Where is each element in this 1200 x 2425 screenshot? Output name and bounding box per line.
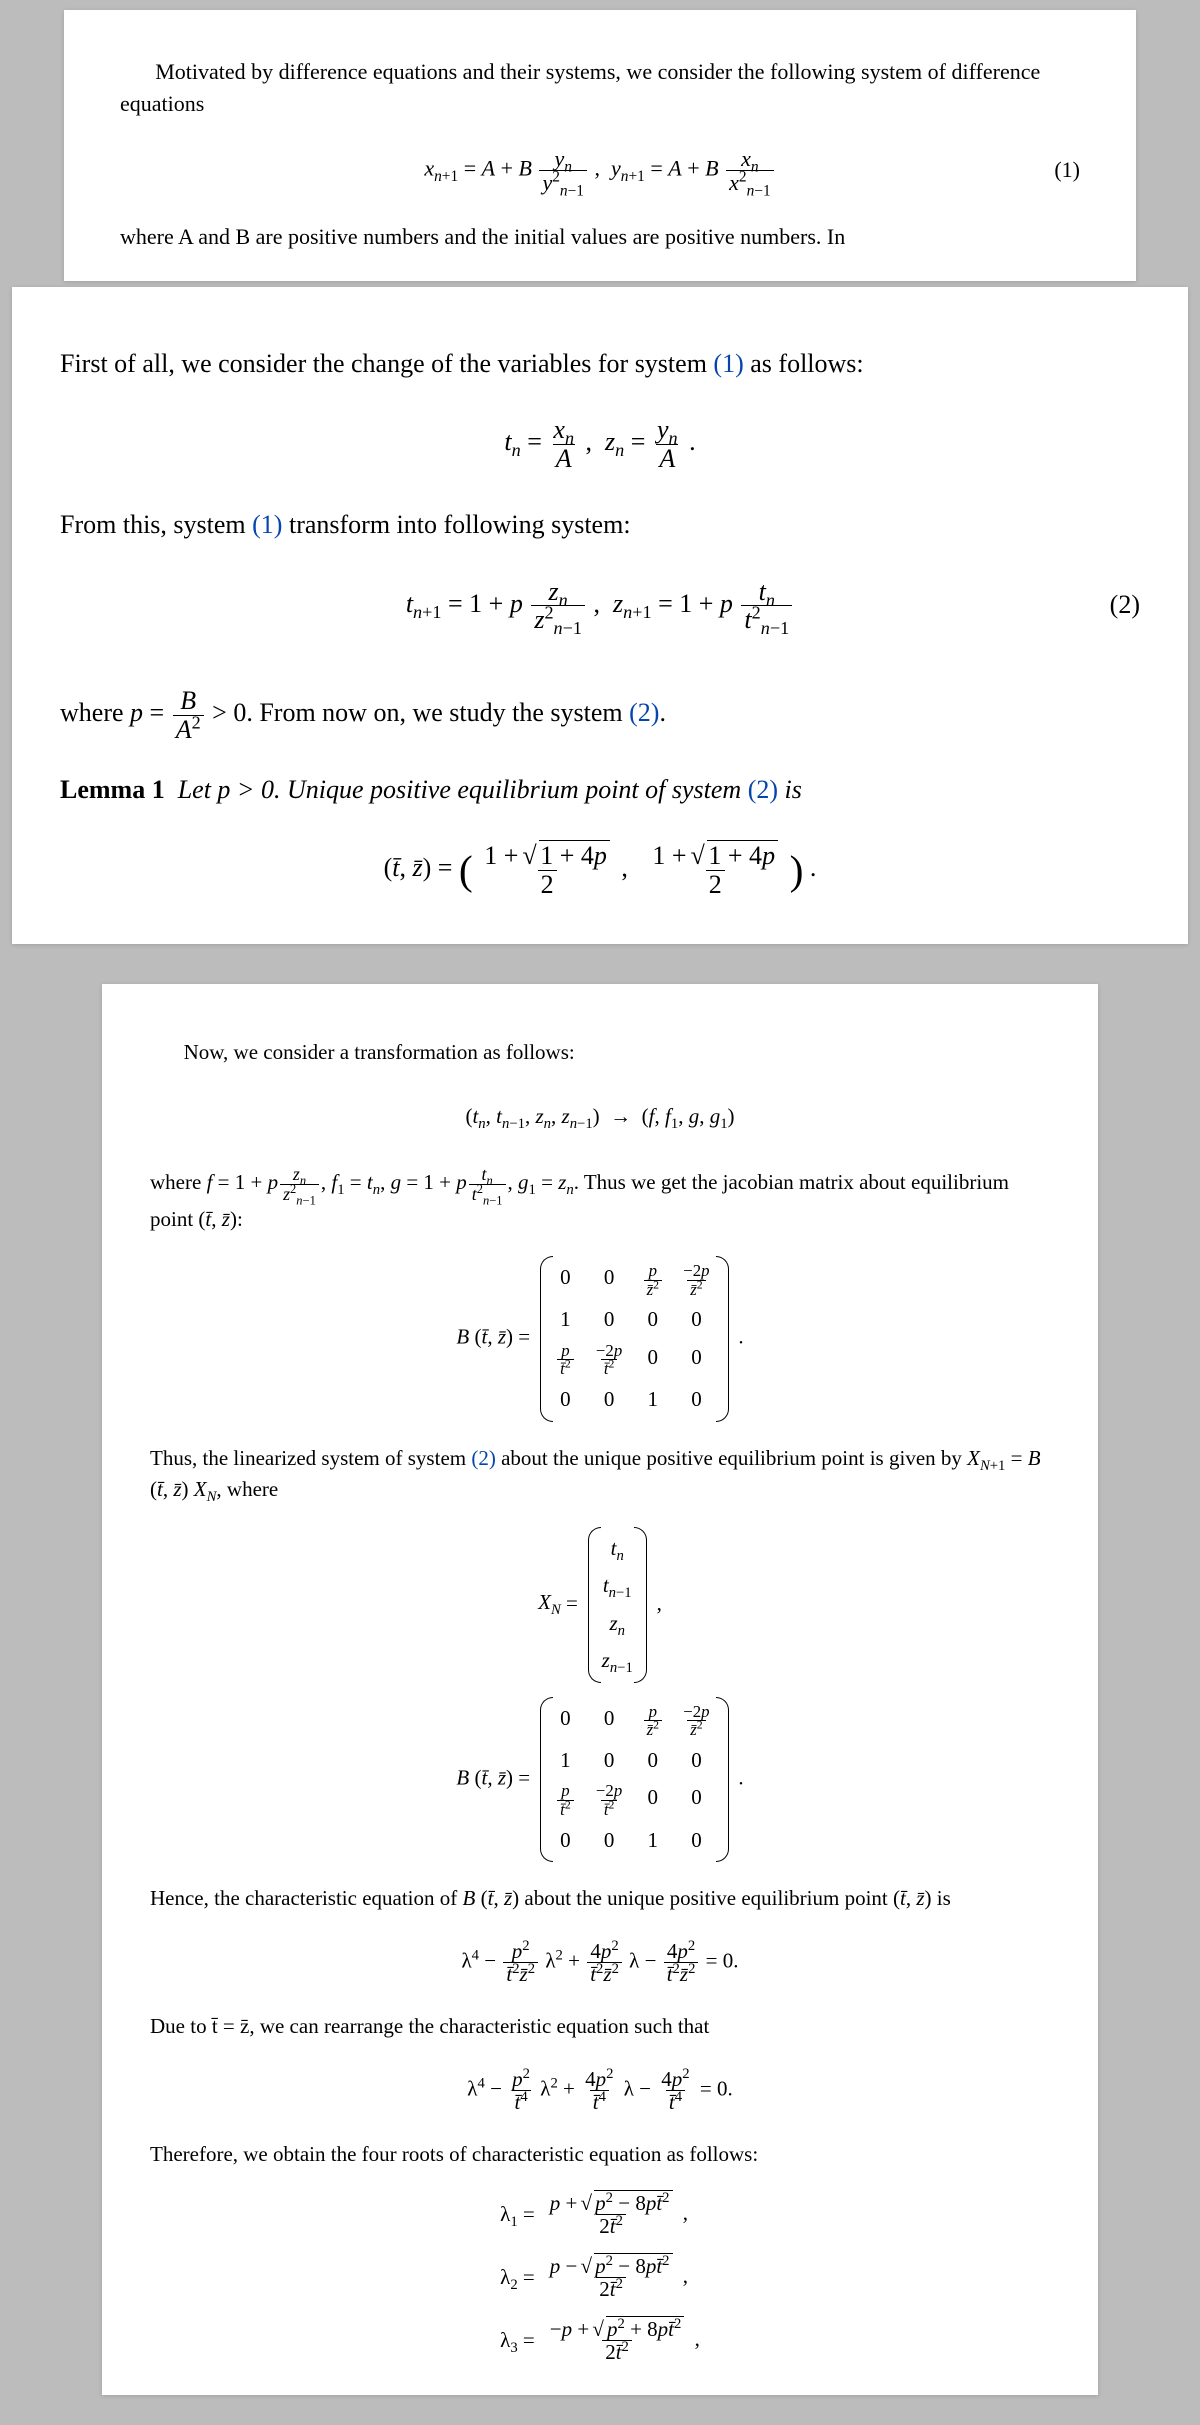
ref-link-2[interactable]: (1) bbox=[252, 510, 282, 539]
char-eq-1: λ4 − p2t̄2z̄2 λ2 + 4p2t̄2z̄2 λ − 4p2t̄2z… bbox=[150, 1936, 1050, 1991]
equation-2: tn+1 = 1 + p znz2n−1 , zn+1 = 1 + p tnt2… bbox=[60, 572, 1140, 640]
var-change-lead: First of all, we consider the change of … bbox=[60, 343, 1140, 385]
char-eq-2: λ4 − p2t̄4 λ2 + 4p2t̄4 λ − 4p2t̄4 = 0. bbox=[150, 2064, 1050, 2119]
transformation-lead: Now, we consider a transformation as fol… bbox=[150, 1037, 1050, 1069]
lemma-1: Lemma 1 Let p > 0. Unique positive equil… bbox=[60, 769, 1140, 811]
eq-number-1: (1) bbox=[1054, 154, 1080, 186]
where-p: where p = BA2 > 0. From now on, we study… bbox=[60, 687, 1140, 743]
eq-number-2: (2) bbox=[1110, 585, 1140, 627]
ref-link-1[interactable]: (1) bbox=[713, 349, 743, 378]
equilibrium-eq: (t̄, z̄) = ( 1 + 1 + 4p2 , 1 + 1 + 4p2 )… bbox=[60, 836, 1140, 904]
intro-paragraph: Motivated by difference equations and th… bbox=[120, 56, 1080, 120]
ref-link-4[interactable]: (2) bbox=[748, 775, 778, 804]
roots-block: λ1 = p + p2 − 8pt̄22t̄2 , λ2 = p − p2 − … bbox=[150, 2192, 1050, 2363]
where-f-g: where f = 1 + pznz2n−1, f1 = tn, g = 1 +… bbox=[150, 1165, 1050, 1235]
panel-excerpt-2: First of all, we consider the change of … bbox=[12, 287, 1188, 944]
substitution-eq: tn = xnA , zn = ynA . bbox=[60, 410, 1140, 478]
transformation-map: (tn, tn−1, zn, zn−1) → (f, f1, g, g1) bbox=[150, 1090, 1050, 1145]
ref-link-3[interactable]: (2) bbox=[629, 698, 659, 727]
panel-excerpt-3: Now, we consider a transformation as fol… bbox=[102, 984, 1098, 2395]
page-stage: Motivated by difference equations and th… bbox=[0, 0, 1200, 2425]
ref-link-5[interactable]: (2) bbox=[471, 1446, 496, 1470]
roots-lead: Therefore, we obtain the four roots of c… bbox=[150, 2139, 1050, 2171]
jacobian-1: B (t̄, z̄) = 00 pz̄2 −2pz̄2 1000 pt̄2 −2… bbox=[150, 1256, 1050, 1422]
xn-vector: XN = tn tn−1 zn zn−1 , bbox=[150, 1527, 1050, 1683]
char-eq-lead: Hence, the characteristic equation of B … bbox=[150, 1883, 1050, 1915]
panel-excerpt-1: Motivated by difference equations and th… bbox=[64, 10, 1136, 281]
jacobian-2: B (t̄, z̄) = 00 pz̄2 −2pz̄2 1000 pt̄2 −2… bbox=[150, 1697, 1050, 1863]
where-a-b: where A and B are positive numbers and t… bbox=[120, 221, 1080, 253]
linearized-text: Thus, the linearized system of system (2… bbox=[150, 1443, 1050, 1506]
transform-text: From this, system (1) transform into fol… bbox=[60, 504, 1140, 546]
lemma-label: Lemma 1 bbox=[60, 775, 165, 804]
rearrange-text: Due to t̄ = z̄, we can rearrange the cha… bbox=[150, 2011, 1050, 2043]
equation-1: xn+1 = A + B yny2n−1 , yn+1 = A + B xnx2… bbox=[120, 142, 1080, 199]
